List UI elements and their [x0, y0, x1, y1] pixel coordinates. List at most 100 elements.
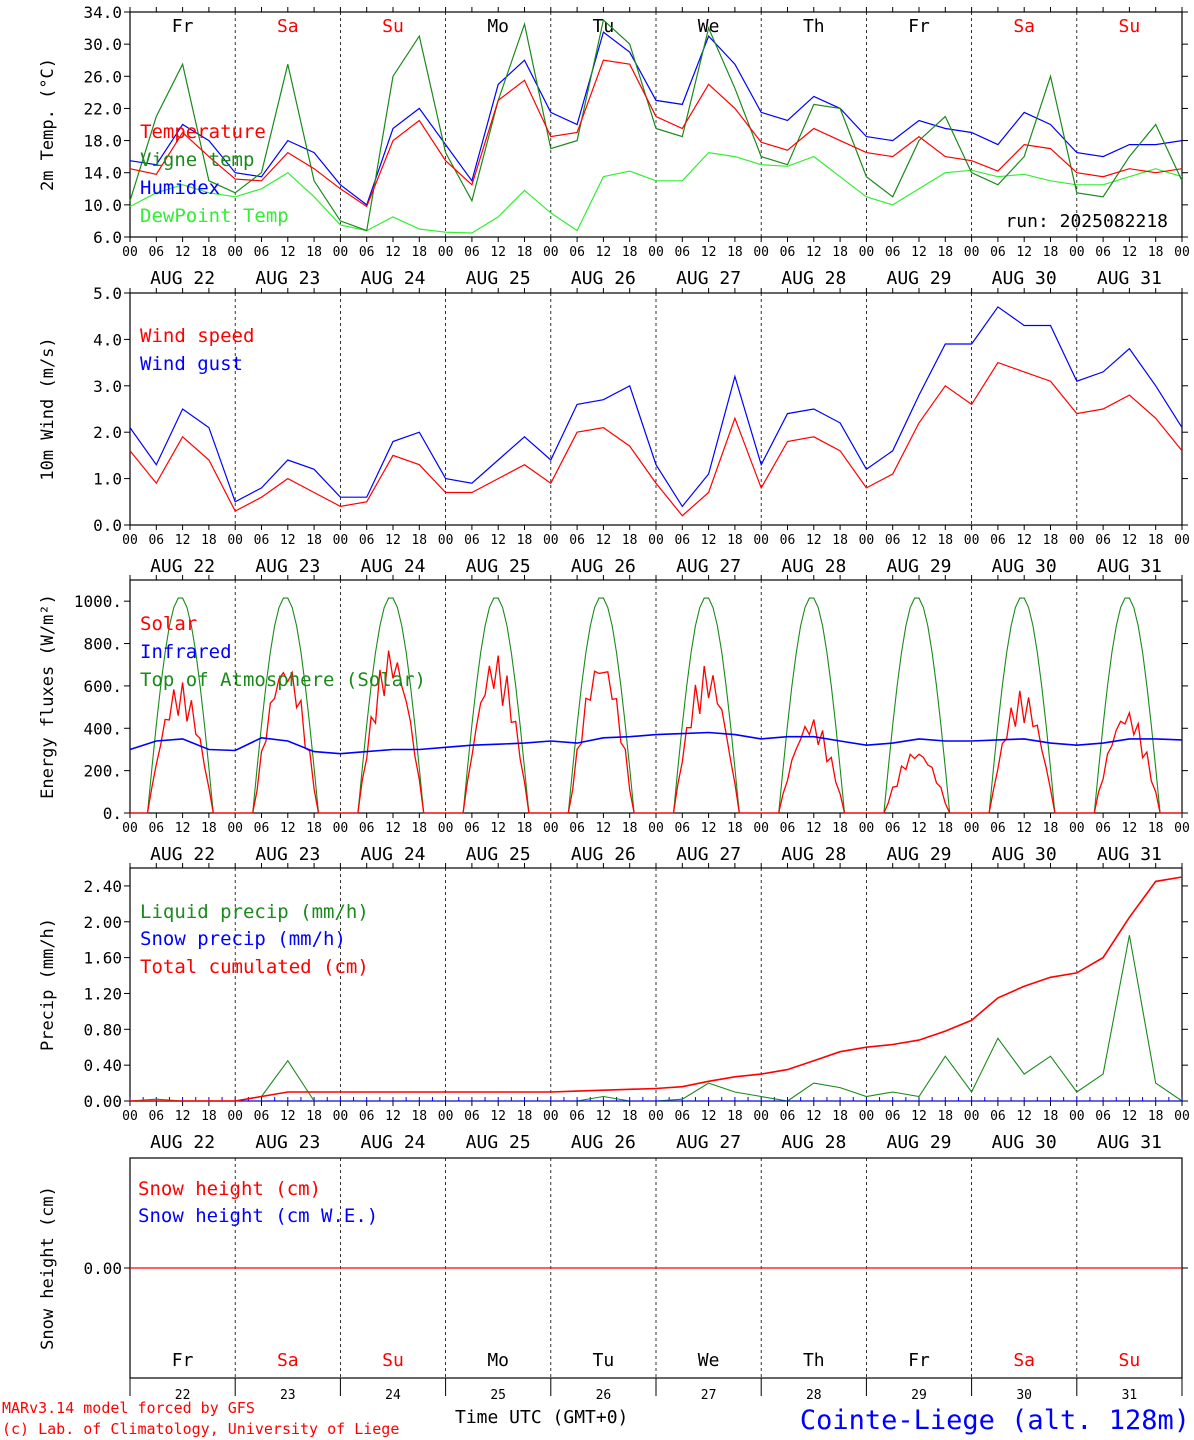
legend-entry: Snow precip (mm/h)	[140, 928, 346, 950]
x-hour-label: 00	[122, 821, 138, 836]
location-title: Cointe-Liege (alt. 128m)	[800, 1405, 1190, 1436]
x-date-label: AUG 23	[255, 1132, 320, 1153]
x-hour-label: 00	[122, 1109, 138, 1124]
day-name-label: Fr	[172, 1350, 194, 1371]
x-hour-label: 12	[280, 245, 296, 260]
x-hour-label: 18	[201, 245, 217, 260]
x-hour-label: 18	[411, 533, 427, 548]
x-hour-label: 18	[201, 533, 217, 548]
x-hour-label: 06	[254, 1109, 270, 1124]
y-tick-label: 1.0	[93, 470, 122, 489]
day-name-label: Fr	[908, 1350, 930, 1371]
x-hour-label: 18	[937, 821, 953, 836]
x-date-label: AUG 26	[571, 844, 636, 865]
x-hour-label: 12	[385, 245, 401, 260]
x-hour-label: 18	[201, 1109, 217, 1124]
x-date-label: AUG 24	[360, 556, 425, 577]
y-tick-label: 10.0	[83, 196, 122, 215]
x-hour-label: 06	[1095, 533, 1111, 548]
x-hour-label: 18	[1043, 1109, 1059, 1124]
y-tick-label: 26.0	[83, 67, 122, 86]
x-hour-label: 00	[333, 245, 349, 260]
x-hour-label: 00	[227, 245, 243, 260]
x-hour-label: 06	[1095, 821, 1111, 836]
x-hour-label: 00	[753, 533, 769, 548]
x-hour-label: 06	[885, 821, 901, 836]
x-hour-label: 06	[780, 1109, 796, 1124]
x-date-label: AUG 22	[150, 268, 215, 289]
x-hour-label: 12	[911, 1109, 927, 1124]
x-hour-label: 00	[1069, 533, 1085, 548]
x-hour-label: 06	[885, 1109, 901, 1124]
panels-layer: 6.0 10.0 14.0 18.0 22.0 26.0 30.0 34.0 2m Temp. …	[38, 3, 1190, 1403]
y-tick-label: 6.0	[93, 228, 122, 247]
x-hour-label: 00	[227, 821, 243, 836]
x-hour-label: 12	[385, 533, 401, 548]
wind-panel: 0.0 1.0 2.0 3.0 4.0 5.0 10m Wind (m/s) 00 06 12 18…	[38, 284, 1190, 577]
x-hour-label: 06	[359, 533, 375, 548]
x-hour-label: 18	[1043, 245, 1059, 260]
x-hour-label: 12	[806, 1109, 822, 1124]
day-number-label: 22	[175, 1388, 191, 1403]
x-hour-label: 12	[1122, 821, 1138, 836]
run-annotation: run: 2025082218	[1005, 211, 1168, 232]
x-hour-label: 06	[990, 1109, 1006, 1124]
x-hour-label: 06	[1095, 1109, 1111, 1124]
x-hour-label: 00	[859, 1109, 875, 1124]
x-hour-label: 06	[569, 533, 585, 548]
x-hour-label: 06	[990, 245, 1006, 260]
x-hour-label: 00	[1069, 1109, 1085, 1124]
x-hour-label: 12	[806, 533, 822, 548]
x-hour-label: 00	[543, 245, 559, 260]
y-axis-label: 10m Wind (m/s)	[38, 337, 58, 480]
x-date-label: AUG 29	[886, 556, 951, 577]
x-hour-label: 00	[964, 1109, 980, 1124]
x-hour-label: 18	[1043, 821, 1059, 836]
day-name-label: Fr	[908, 16, 930, 37]
x-date-label: AUG 23	[255, 556, 320, 577]
x-hour-label: 18	[727, 533, 743, 548]
day-number-label: 23	[280, 1388, 296, 1403]
x-date-label: AUG 31	[1097, 268, 1162, 289]
x-date-label: AUG 27	[676, 556, 741, 577]
day-name-label: Sa	[1013, 1350, 1035, 1371]
x-hour-label: 18	[1148, 1109, 1164, 1124]
day-name-label: Sa	[277, 1350, 299, 1371]
x-hour-label: 06	[464, 1109, 480, 1124]
y-tick-label: 18.0	[83, 132, 122, 151]
series-line-vigne-temp	[129, 18, 1183, 232]
x-hour-label: 18	[727, 821, 743, 836]
y-tick-label: 14.0	[83, 164, 122, 183]
x-hour-label: 12	[911, 245, 927, 260]
legend-entry: DewPoint Temp	[140, 205, 289, 227]
x-hour-label: 06	[464, 821, 480, 836]
y-tick-label: 2.0	[93, 423, 122, 442]
x-hour-label: 12	[490, 533, 506, 548]
day-name-label: Tu	[593, 1350, 615, 1371]
series-line-infrared	[129, 731, 1183, 755]
y-tick-label: 600.	[83, 677, 122, 696]
x-hour-label: 00	[1174, 821, 1190, 836]
y-tick-label: 1.20	[83, 984, 122, 1003]
x-hour-label: 00	[1069, 245, 1085, 260]
x-date-label: AUG 28	[781, 1132, 846, 1153]
series-line-humidex	[129, 31, 1183, 206]
x-hour-label: 18	[622, 821, 638, 836]
day-name-label: Fr	[172, 16, 194, 37]
x-hour-label: 12	[596, 821, 612, 836]
x-date-label: AUG 26	[571, 556, 636, 577]
x-hour-label: 18	[937, 533, 953, 548]
x-hour-label: 06	[464, 245, 480, 260]
y-tick-label: 0.	[103, 804, 122, 823]
x-hour-label: 00	[543, 1109, 559, 1124]
day-name-label: We	[698, 1350, 720, 1371]
day-name-label: Su	[1119, 1350, 1141, 1371]
x-date-label: AUG 26	[571, 268, 636, 289]
x-hour-label: 12	[175, 245, 191, 260]
x-date-label: AUG 22	[150, 1132, 215, 1153]
day-number-label: 28	[806, 1388, 822, 1403]
y-tick-label: 0.00	[83, 1092, 122, 1111]
series-line-total-cumulated-cm-	[130, 876, 1183, 1102]
x-date-label: AUG 28	[781, 556, 846, 577]
day-name-label: We	[698, 16, 720, 37]
